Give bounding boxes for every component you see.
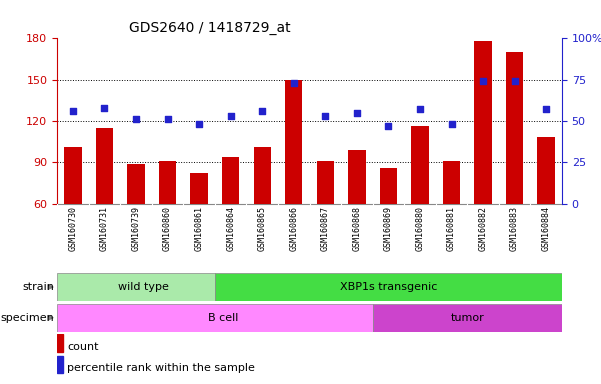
Text: GSM160883: GSM160883: [510, 205, 519, 250]
Point: [415, 106, 425, 113]
Point: [257, 108, 267, 114]
Bar: [411, 126, 429, 204]
Bar: [317, 161, 334, 204]
Bar: [222, 157, 239, 204]
Bar: [474, 41, 492, 204]
Point: [194, 121, 204, 127]
Text: B cell: B cell: [207, 313, 238, 323]
Text: count: count: [67, 342, 99, 352]
Point: [478, 78, 488, 84]
Text: GDS2640 / 1418729_at: GDS2640 / 1418729_at: [129, 21, 291, 35]
Text: GSM160860: GSM160860: [163, 205, 172, 250]
Text: GSM160867: GSM160867: [321, 205, 330, 250]
Text: XBP1s transgenic: XBP1s transgenic: [340, 282, 437, 292]
Text: GSM160730: GSM160730: [69, 205, 78, 250]
Text: wild type: wild type: [118, 282, 169, 292]
Text: GSM160884: GSM160884: [542, 205, 551, 250]
Point: [542, 106, 551, 113]
Text: tumor: tumor: [450, 313, 484, 323]
Point: [226, 113, 236, 119]
Bar: [191, 173, 208, 204]
Bar: [380, 168, 397, 204]
Point: [100, 105, 109, 111]
Text: GSM160865: GSM160865: [258, 205, 267, 250]
Bar: [348, 150, 365, 204]
Text: percentile rank within the sample: percentile rank within the sample: [67, 363, 255, 373]
Text: GSM160731: GSM160731: [100, 205, 109, 250]
Bar: [443, 161, 460, 204]
Point: [131, 116, 141, 122]
Bar: [215, 273, 562, 301]
Point: [289, 80, 299, 86]
Point: [352, 109, 362, 116]
Text: GSM160861: GSM160861: [195, 205, 204, 250]
Text: GSM160739: GSM160739: [132, 205, 141, 250]
Bar: [57, 334, 64, 352]
Point: [510, 78, 519, 84]
Point: [320, 113, 330, 119]
Text: GSM160881: GSM160881: [447, 205, 456, 250]
Bar: [127, 164, 145, 204]
Bar: [57, 273, 215, 301]
Bar: [57, 304, 373, 331]
Bar: [159, 161, 176, 204]
Bar: [285, 79, 302, 204]
Point: [447, 121, 456, 127]
Bar: [64, 147, 82, 204]
Bar: [57, 356, 64, 373]
Text: GSM160882: GSM160882: [478, 205, 487, 250]
Bar: [96, 128, 113, 204]
Text: strain: strain: [22, 282, 54, 292]
Text: GSM160868: GSM160868: [352, 205, 361, 250]
Text: GSM160869: GSM160869: [384, 205, 393, 250]
Bar: [254, 147, 271, 204]
Bar: [373, 304, 562, 331]
Point: [163, 116, 172, 122]
Text: specimen: specimen: [1, 313, 54, 323]
Text: GSM160880: GSM160880: [415, 205, 424, 250]
Point: [68, 108, 78, 114]
Bar: [537, 137, 555, 204]
Text: GSM160866: GSM160866: [289, 205, 298, 250]
Bar: [506, 52, 523, 204]
Text: GSM160864: GSM160864: [226, 205, 235, 250]
Point: [383, 123, 393, 129]
